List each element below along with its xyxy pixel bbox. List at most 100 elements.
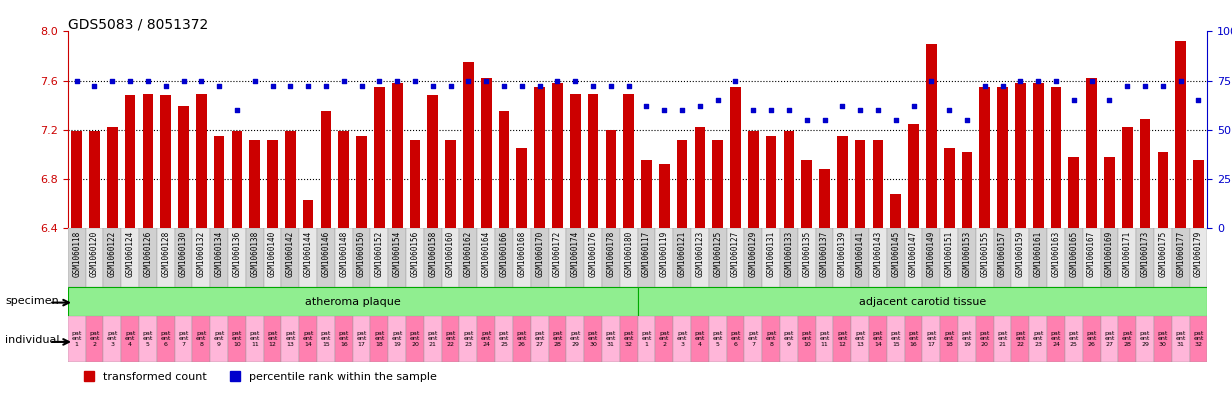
Text: pat
ent
15: pat ent 15 [320, 331, 331, 347]
Legend: transformed count, percentile rank within the sample: transformed count, percentile rank withi… [74, 368, 441, 387]
Bar [89, 131, 100, 228]
Bar [392, 83, 403, 228]
Point [1082, 77, 1101, 84]
Point [1064, 97, 1084, 103]
Point [886, 117, 906, 123]
Bar [124, 95, 136, 228]
Bar [228, 316, 246, 362]
Bar [299, 228, 317, 287]
Point [1189, 97, 1209, 103]
Bar [156, 228, 175, 287]
Bar [691, 228, 708, 287]
Text: GSM1060133: GSM1060133 [785, 231, 793, 277]
Bar [246, 228, 264, 287]
Bar [139, 316, 156, 362]
Bar [673, 228, 691, 287]
Text: pat
ent
15: pat ent 15 [891, 331, 901, 347]
Bar [1064, 316, 1083, 362]
Bar [371, 316, 388, 362]
Text: pat
ent
16: pat ent 16 [339, 331, 349, 347]
Bar [638, 228, 655, 287]
Text: GSM1060173: GSM1060173 [1141, 231, 1149, 277]
Point [1100, 97, 1120, 103]
Point [1117, 83, 1137, 90]
Point [530, 83, 549, 90]
Bar [708, 316, 727, 362]
Bar [1011, 228, 1029, 287]
Point [1153, 83, 1173, 90]
Bar [68, 316, 85, 362]
Bar [214, 136, 224, 228]
Bar [317, 228, 335, 287]
Bar [388, 228, 407, 287]
Text: pat
ent
20: pat ent 20 [979, 331, 991, 347]
Point [565, 77, 585, 84]
Text: pat
ent
30: pat ent 30 [1158, 331, 1168, 347]
Bar [531, 316, 548, 362]
Text: pat
ent
30: pat ent 30 [588, 331, 599, 347]
Text: GSM1060136: GSM1060136 [233, 231, 241, 277]
Bar [1175, 41, 1186, 228]
Text: GSM1060149: GSM1060149 [926, 231, 936, 277]
Point [281, 83, 301, 90]
Bar [548, 228, 567, 287]
Point [547, 77, 567, 84]
Bar [855, 140, 866, 228]
Bar [249, 140, 260, 228]
Bar [784, 131, 795, 228]
Bar [638, 287, 1207, 316]
Text: individual: individual [5, 335, 59, 345]
Bar [143, 94, 153, 228]
Bar [766, 136, 776, 228]
Text: GSM1060169: GSM1060169 [1105, 231, 1114, 277]
Point [155, 83, 175, 90]
Bar [567, 316, 584, 362]
Bar [246, 316, 264, 362]
Bar [1193, 160, 1204, 228]
Point [957, 117, 977, 123]
Point [351, 83, 371, 90]
Text: GSM1060122: GSM1060122 [107, 231, 117, 277]
Point [477, 77, 496, 84]
Bar [303, 200, 313, 228]
Text: GSM1060162: GSM1060162 [464, 231, 473, 277]
Point [1170, 77, 1190, 84]
Text: GSM1060159: GSM1060159 [1016, 231, 1025, 277]
Bar [1032, 83, 1044, 228]
Text: GSM1060131: GSM1060131 [766, 231, 776, 277]
Bar [819, 169, 830, 228]
Bar [872, 140, 883, 228]
Bar [655, 316, 673, 362]
Bar [407, 316, 424, 362]
Bar [588, 94, 599, 228]
Bar [103, 228, 121, 287]
Point [814, 117, 834, 123]
Bar [1154, 316, 1172, 362]
Bar [1029, 316, 1047, 362]
Bar [388, 316, 407, 362]
Bar [727, 228, 744, 287]
Bar [655, 228, 673, 287]
Bar [85, 316, 103, 362]
Text: pat
ent
24: pat ent 24 [480, 331, 492, 347]
Bar [816, 316, 833, 362]
Bar [513, 228, 531, 287]
Text: GSM1060160: GSM1060160 [446, 231, 455, 277]
Bar [940, 228, 958, 287]
Bar [923, 316, 940, 362]
Bar [976, 316, 994, 362]
Text: pat
ent
13: pat ent 13 [855, 331, 865, 347]
Point [637, 103, 657, 109]
Text: GSM1060176: GSM1060176 [589, 231, 598, 277]
Bar [352, 228, 371, 287]
Text: pat
ent
8: pat ent 8 [766, 331, 776, 347]
Text: GSM1060127: GSM1060127 [731, 231, 740, 277]
Text: GSM1060150: GSM1060150 [357, 231, 366, 277]
Text: GSM1060175: GSM1060175 [1158, 231, 1168, 277]
Text: GSM1060129: GSM1060129 [749, 231, 758, 277]
Bar [1122, 127, 1132, 228]
Bar [1083, 316, 1100, 362]
Bar [837, 136, 848, 228]
Bar [744, 228, 763, 287]
Text: GSM1060154: GSM1060154 [393, 231, 402, 277]
